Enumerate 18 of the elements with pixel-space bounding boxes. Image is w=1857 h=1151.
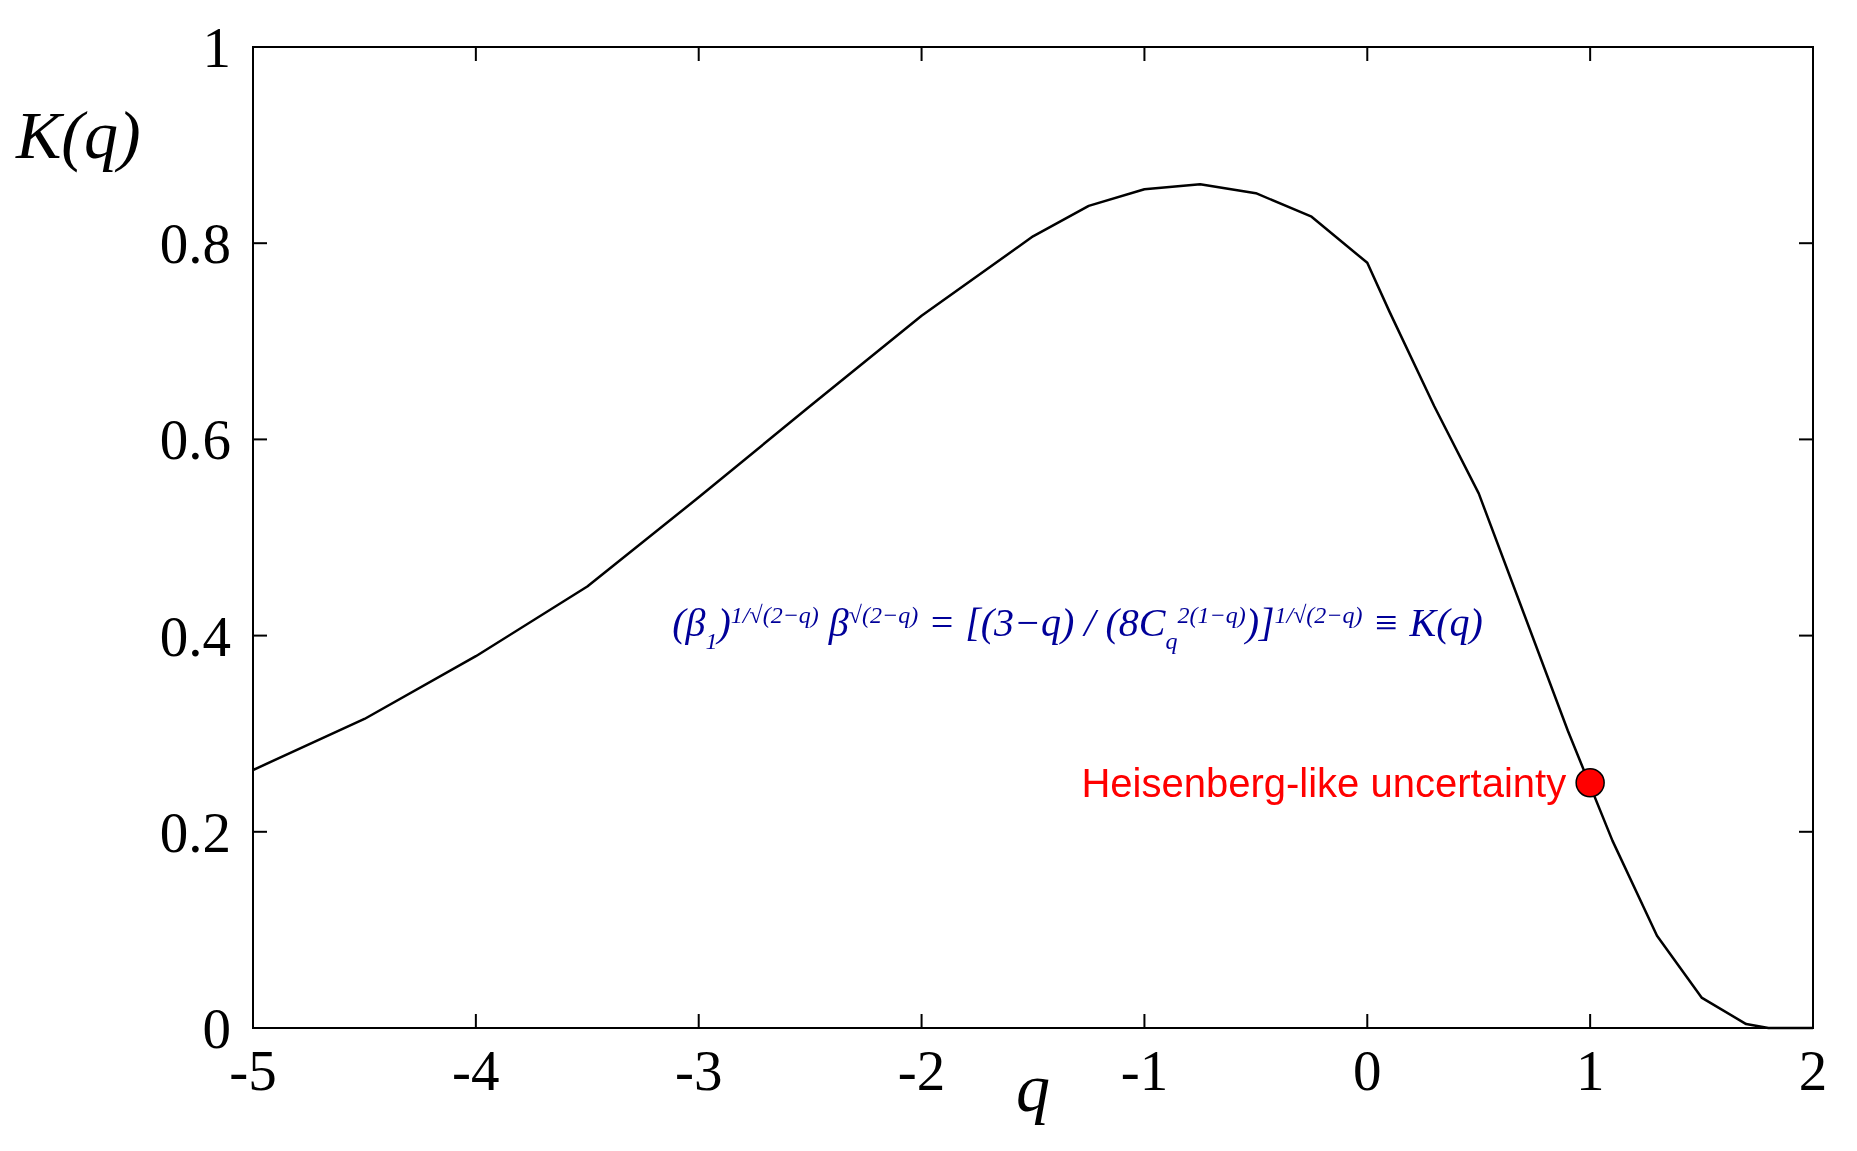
x-tick-label: -2 — [897, 1039, 946, 1102]
y-tick-label: 1 — [202, 15, 231, 79]
x-tick-label: 1 — [1575, 1039, 1605, 1102]
x-axis-title: q — [1016, 1050, 1050, 1126]
annotation: Heisenberg-like uncertainty — [1081, 760, 1567, 805]
y-tick-label: 0.2 — [159, 800, 231, 864]
y-tick-label: 0.8 — [159, 212, 231, 276]
y-tick-label: 0.6 — [159, 408, 231, 472]
y-axis-title: K(q) — [15, 97, 141, 173]
y-tick-label: 0.4 — [159, 604, 231, 668]
x-tick-label: -5 — [229, 1039, 277, 1102]
x-tick-label: -4 — [452, 1039, 500, 1102]
y-tick-label: 0 — [202, 996, 231, 1060]
x-tick-label: -1 — [1120, 1039, 1169, 1102]
x-tick-label: -3 — [674, 1039, 723, 1102]
x-tick-label: 2 — [1798, 1039, 1828, 1102]
text: (β$_{1}$)$^{1/√(2−q)}$ β$^{√(2−q)}$ = [(3−q) / (8C$_{q}$$^{2(1−q)}$)]$^{1/√(2−q)}$ ≡ K(q) — [672, 599, 1483, 654]
x-tick-label: 0 — [1353, 1039, 1382, 1102]
